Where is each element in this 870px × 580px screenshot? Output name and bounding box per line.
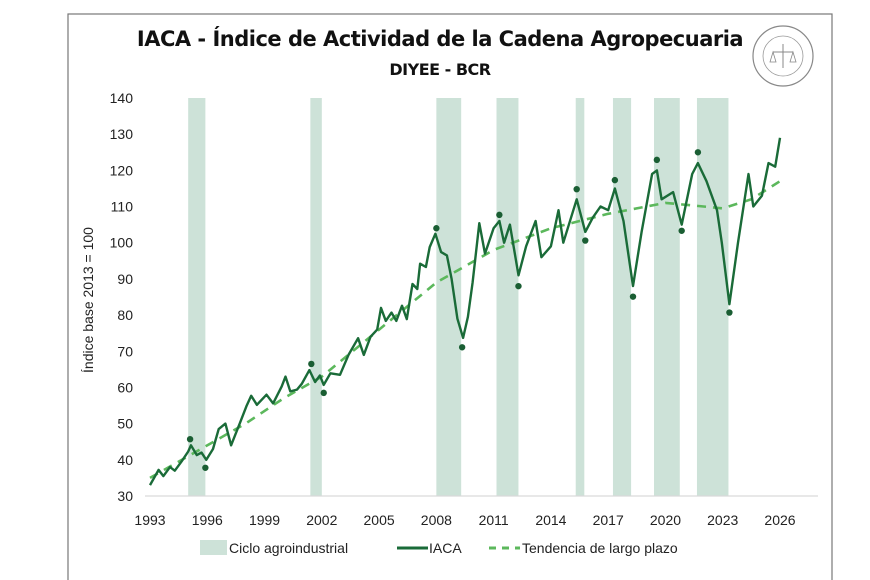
legend-label-trend: Tendencia de largo plazo: [522, 540, 678, 556]
bands-layer: [188, 98, 729, 496]
y-tick-label: 140: [110, 90, 134, 106]
x-tick-label: 2002: [306, 512, 337, 528]
cycle-band-1: [310, 98, 322, 496]
cycle-band-5: [612, 98, 632, 496]
y-tick-label: 30: [117, 488, 133, 504]
cycle-band-2: [436, 98, 462, 496]
y-tick-label: 120: [110, 162, 134, 178]
y-tick-label: 40: [117, 452, 133, 468]
turning-point-8: [573, 185, 580, 193]
legend: Ciclo agroindustrial IACA Tendencia de l…: [200, 540, 678, 556]
cycle-band-6: [654, 98, 680, 496]
bcr-logo: [752, 25, 814, 87]
cycle-band-4: [575, 98, 585, 496]
legend-label-ciclo: Ciclo agroindustrial: [229, 540, 348, 556]
y-tick-label: 60: [117, 379, 133, 395]
y-tick-label: 80: [117, 307, 133, 323]
x-tick-label: 1999: [249, 512, 280, 528]
turning-point-15: [726, 309, 733, 316]
chart-subtitle: DIYEE - BCR: [389, 60, 490, 79]
turning-point-11: [629, 293, 637, 300]
y-tick-label: 100: [110, 235, 134, 251]
x-tick-label: 2011: [479, 512, 509, 528]
cycle-band-7: [696, 98, 729, 496]
turning-point-4: [433, 225, 440, 232]
turning-point-14: [694, 149, 702, 156]
legend-swatch-ciclo: [200, 540, 227, 555]
chart-title: IACA - Índice de Actividad de la Cadena …: [137, 26, 743, 51]
y-axis-label: Índice base 2013 = 100: [80, 227, 96, 373]
x-tick-label: 2017: [593, 512, 624, 528]
y-ticks: 30 40 50 60 70 80 90 100 110 120 130 140: [110, 90, 134, 504]
turning-point-7: [515, 282, 522, 290]
turning-point-3: [320, 389, 327, 397]
turning-point-1: [202, 464, 209, 471]
x-tick-label: 2008: [421, 512, 452, 528]
y-tick-label: 90: [117, 271, 133, 287]
y-tick-label: 130: [110, 126, 134, 142]
cycle-band-3: [496, 98, 519, 496]
x-ticks: 1993 1996 1999 2002 2005 2008 2011 2014 2017 2020…: [134, 512, 795, 528]
y-tick-label: 50: [117, 416, 133, 432]
turning-point-6: [496, 211, 503, 219]
x-tick-label: 2020: [650, 512, 681, 528]
turning-point-12: [653, 156, 661, 164]
y-tick-label: 110: [111, 199, 134, 215]
x-tick-label: 2026: [764, 512, 795, 528]
turning-point-9: [582, 237, 589, 244]
series-layer: [148, 137, 782, 486]
x-tick-label: 1993: [134, 512, 165, 528]
cycle-band-0: [188, 98, 206, 496]
turning-points-layer: [186, 149, 733, 471]
y-tick-label: 70: [117, 343, 133, 359]
turning-point-5: [458, 344, 466, 351]
x-tick-label: 2005: [364, 512, 395, 528]
turning-point-2: [308, 360, 315, 368]
legend-label-iaca: IACA: [429, 540, 462, 556]
turning-point-10: [611, 176, 619, 184]
chart-frame: [67, 13, 833, 580]
turning-point-0: [186, 435, 194, 443]
x-tick-label: 1996: [192, 512, 223, 528]
iaca-line: [148, 137, 782, 486]
turning-point-13: [678, 227, 685, 234]
x-tick-label: 2023: [707, 512, 738, 528]
x-tick-label: 2014: [535, 512, 566, 528]
